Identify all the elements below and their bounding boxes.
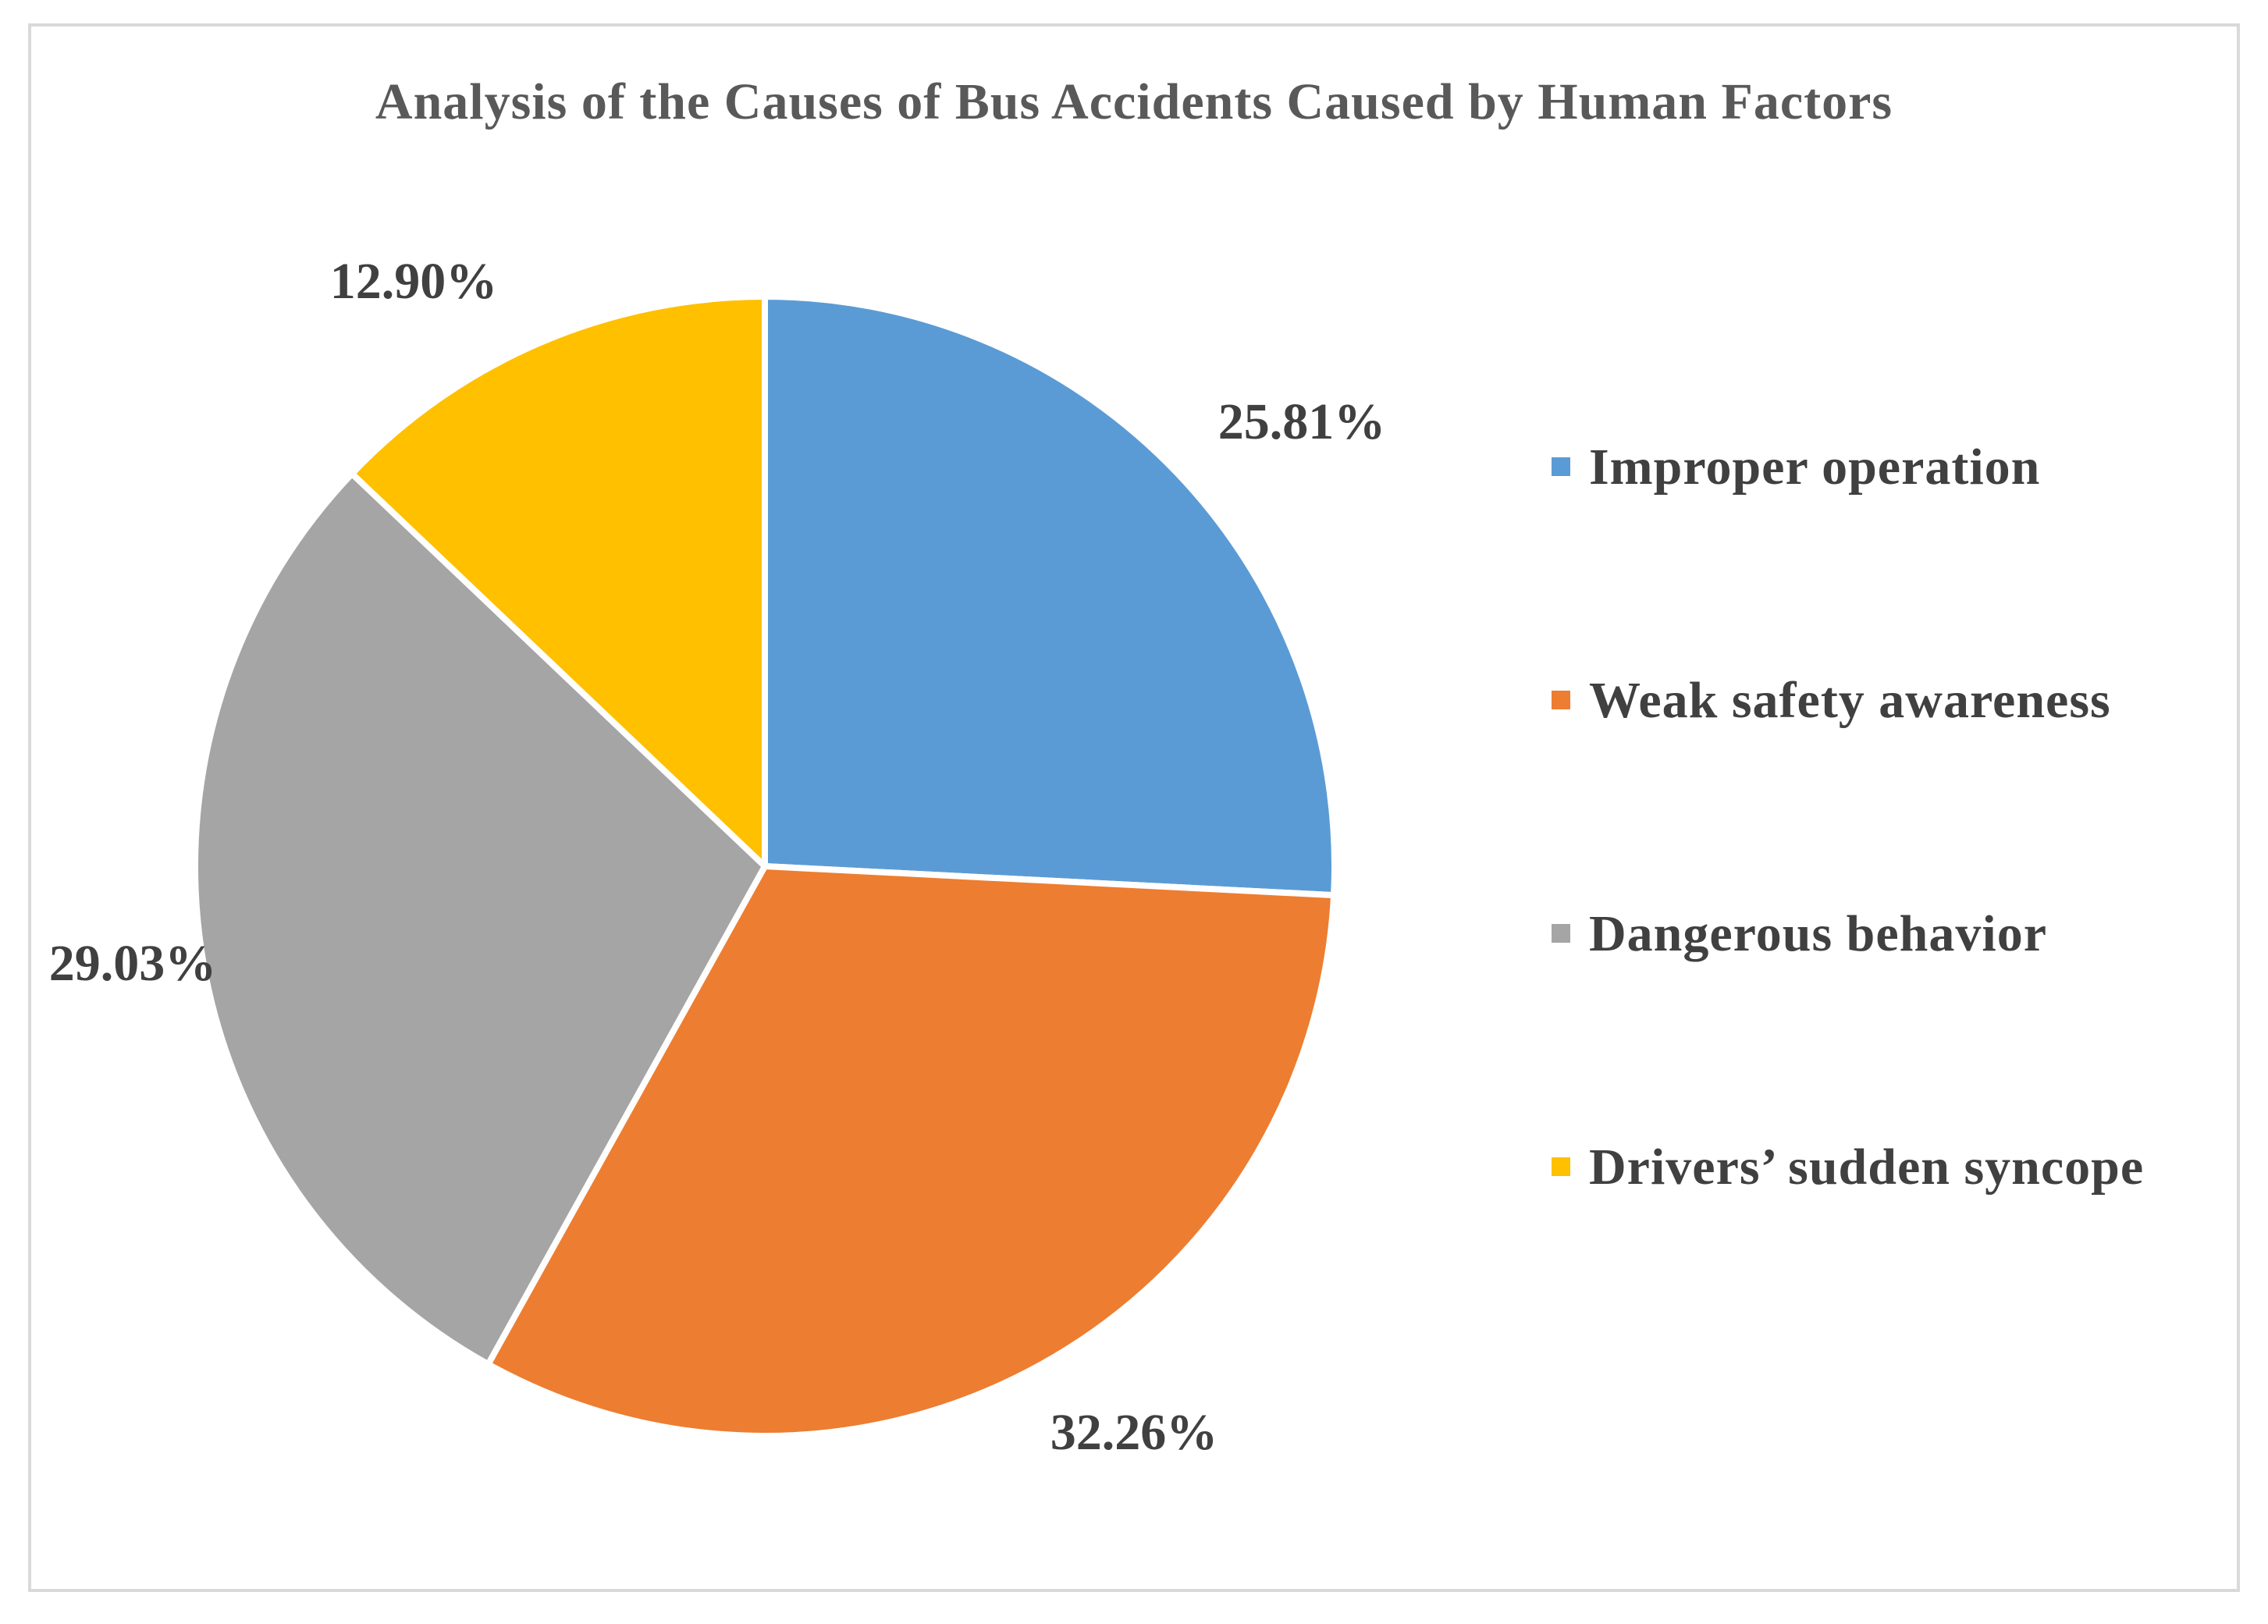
- chart-title: Analysis of the Causes of Bus Accidents …: [375, 73, 1893, 130]
- pie-slice-drivers-sudden-syncope: [349, 293, 768, 869]
- legend-label: Drivers’ sudden syncope: [1589, 1139, 2144, 1196]
- pie-slice-weak-safety-awareness: [485, 863, 1338, 1439]
- legend-swatch: [1552, 924, 1570, 943]
- legend-label: Weak safety awareness: [1589, 672, 2111, 729]
- data-label: 25.81%: [1218, 393, 1386, 450]
- data-label: 29.03%: [49, 935, 217, 992]
- data-label: 32.26%: [1050, 1404, 1218, 1461]
- pie-slices: [192, 293, 1338, 1439]
- pie-slice-dangerous-behavior: [192, 470, 768, 1368]
- pie-slice-improper-operation: [762, 293, 1338, 899]
- legend-swatch: [1552, 691, 1570, 709]
- legend-label: Improper operation: [1589, 439, 2040, 496]
- legend-label: Dangerous behavior: [1589, 905, 2047, 962]
- legend-swatch: [1552, 457, 1570, 476]
- legend-swatch: [1552, 1157, 1570, 1176]
- pie-data-labels: 25.81% 32.26% 29.03% 12.90%: [49, 253, 1386, 1461]
- legend: Improper operation Weak safety awareness D…: [1552, 439, 2144, 1196]
- data-label: 12.90%: [330, 253, 498, 310]
